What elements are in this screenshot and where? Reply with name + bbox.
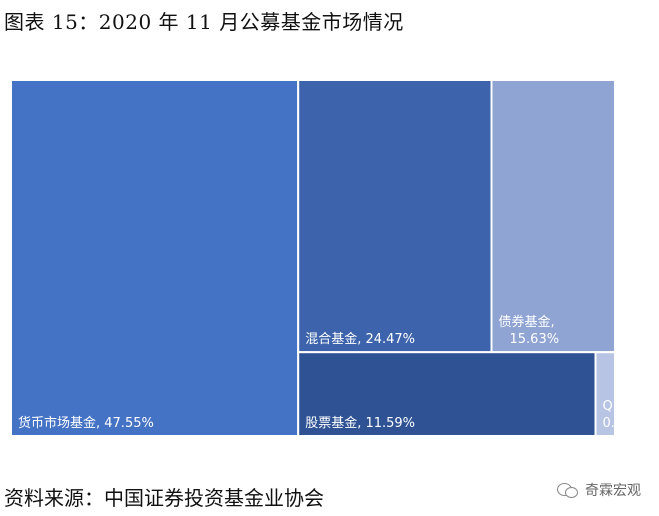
treemap-tile xyxy=(297,351,597,438)
wechat-icon xyxy=(557,481,579,499)
watermark: 奇霖宏观 xyxy=(557,480,641,500)
treemap-tile-label: Q... xyxy=(603,399,626,414)
treemap-tile-label: 货币市场基金, 47.55% xyxy=(18,415,154,431)
source-note: 资料来源：中国证券投资基金业协会 xyxy=(4,486,324,510)
treemap-tile xyxy=(297,79,493,354)
treemap-tile-label: 股票基金, 11.59% xyxy=(305,415,415,431)
watermark-text: 奇霖宏观 xyxy=(585,483,641,499)
treemap-tile xyxy=(10,79,300,437)
treemap-tile-label: 15.63% xyxy=(510,332,560,347)
figure-title: 图表 15：2020 年 11 月公募基金市场情况 xyxy=(4,10,404,34)
treemap-tile xyxy=(490,79,616,354)
treemap-tile-label: 0... xyxy=(603,416,624,431)
treemap-tile-label: 混合基金, 24.47% xyxy=(305,331,415,347)
treemap-tile-label: 债券基金, xyxy=(499,314,555,330)
treemap-tile xyxy=(594,351,616,438)
